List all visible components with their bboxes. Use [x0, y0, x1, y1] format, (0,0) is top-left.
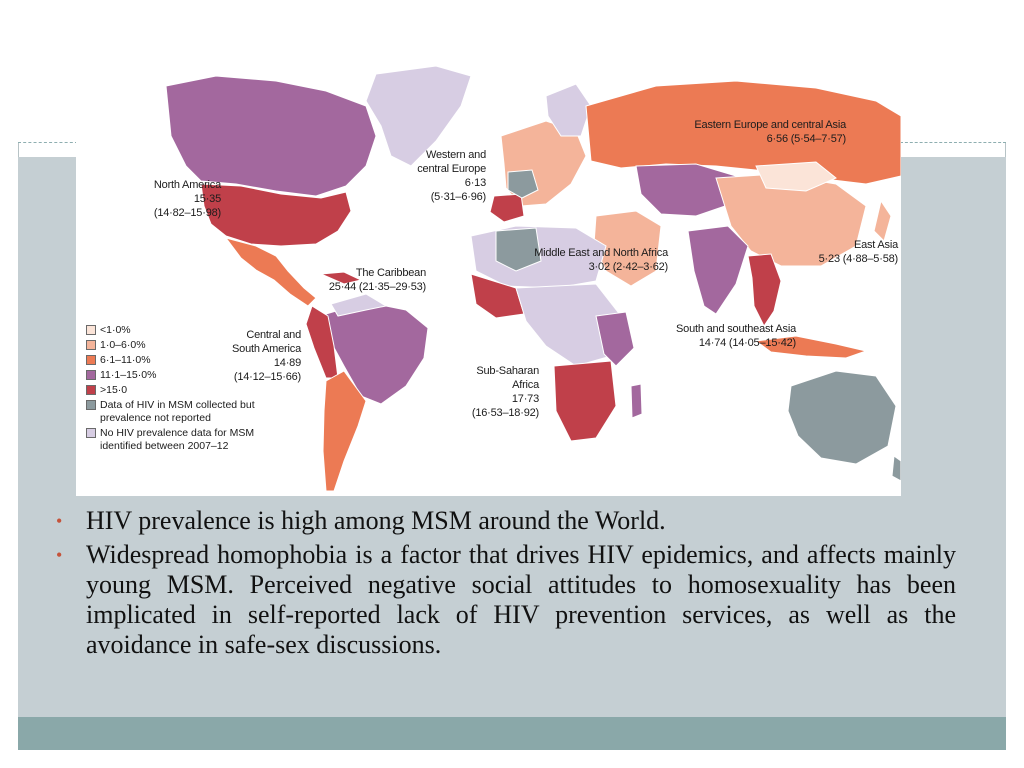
legend-label: Data of HIV in MSM collected but prevale…	[100, 399, 255, 424]
map-central-asia	[635, 163, 737, 217]
label-north-america: North America 15·35 (14·82–15·98)	[96, 178, 221, 220]
region-prevalence: 14·89	[273, 357, 301, 369]
label-central-south-america: Central and South America 14·89 (14·12–1…	[216, 328, 301, 384]
region-prevalence: 17·73	[511, 393, 539, 405]
region-prevalence: 6·13	[464, 177, 486, 189]
label-sub-saharan-africa: Sub-Saharan Africa 17·73 (16·53–18·92)	[454, 364, 539, 420]
legend-swatch	[86, 385, 96, 395]
legend-label: <1·0%	[100, 324, 131, 336]
region-confidence-interval: (5·31–6·96)	[430, 191, 486, 203]
world-map	[165, 66, 901, 492]
legend-swatch	[86, 355, 96, 365]
legend-item: <1·0%	[86, 324, 256, 337]
label-eastern-europe-central-asia: Eastern Europe and central Asia 6·56 (5·…	[636, 118, 846, 146]
region-confidence-interval: (16·53–18·92)	[471, 407, 539, 419]
region-prevalence: 6·56 (5·54–7·57)	[766, 133, 847, 145]
map-scandinavia	[545, 83, 592, 137]
region-prevalence: 14·74 (14·05–15·42)	[698, 337, 796, 349]
header-rule-right	[900, 142, 1006, 143]
map-greenland	[365, 66, 472, 167]
legend-item: Data of HIV in MSM collected but prevale…	[86, 399, 256, 425]
legend-label: 6·1–11·0%	[100, 354, 151, 366]
map-canada	[165, 75, 377, 197]
region-prevalence: 5·23 (4·88–5·58)	[818, 253, 899, 265]
map-southeast-asia	[747, 253, 782, 327]
region-name: East Asia	[853, 239, 898, 251]
label-south-southeast-asia: South and southeast Asia 14·74 (14·05–15…	[656, 322, 796, 350]
slide-footer-band	[18, 717, 1006, 750]
region-name: Central and South America	[232, 329, 301, 355]
map-france	[507, 169, 539, 199]
legend-label: 1·0–6·0%	[100, 339, 146, 351]
region-prevalence: 15·35	[193, 193, 221, 205]
map-central-africa	[515, 283, 622, 367]
legend-swatch	[86, 370, 96, 380]
map-algeria	[495, 227, 542, 272]
map-central-america	[224, 237, 317, 307]
legend-label: >15·0	[100, 384, 128, 396]
label-western-central-europe: Western and central Europe 6·13 (5·31–6·…	[406, 148, 486, 204]
map-northern-south-america	[330, 293, 388, 317]
region-name: Western and central Europe	[417, 149, 486, 175]
header-rule-left	[18, 142, 78, 143]
map-madagascar	[630, 383, 643, 419]
legend-item: 11·1–15·0%	[86, 369, 256, 382]
region-name: Sub-Saharan Africa	[476, 365, 539, 391]
bullet-list: • HIV prevalence is high among MSM aroun…	[56, 506, 956, 664]
map-india	[687, 225, 749, 315]
region-name: South and southeast Asia	[676, 323, 796, 335]
legend-item: 6·1–11·0%	[86, 354, 256, 367]
label-middle-east-north-africa: Middle East and North Africa 3·02 (2·42–…	[488, 246, 668, 274]
legend-item: 1·0–6·0%	[86, 339, 256, 352]
map-japan	[873, 199, 892, 242]
region-prevalence: 3·02 (2·42–3·62)	[588, 261, 669, 273]
map-australia	[787, 370, 897, 465]
bullet-dot-icon: •	[56, 511, 63, 531]
legend-label: No HIV prevalence data for MSM identifie…	[100, 427, 255, 452]
region-name: North America	[153, 179, 221, 191]
map-caribbean	[320, 271, 363, 285]
region-name: The Caribbean	[355, 267, 426, 279]
world-map-figure: North America 15·35 (14·82–15·98) The Ca…	[76, 66, 901, 496]
map-iberia	[489, 193, 525, 223]
legend-swatch	[86, 428, 96, 438]
legend-item: No HIV prevalence data for MSM identifie…	[86, 427, 256, 453]
region-prevalence: 25·44 (21·35–29·53)	[328, 281, 426, 293]
bullet-text: Widespread homophobia is a factor that d…	[86, 540, 956, 659]
map-mongolia	[755, 161, 837, 192]
map-west-africa	[470, 273, 525, 319]
legend-label: 11·1–15·0%	[100, 369, 157, 381]
map-east-africa	[595, 311, 635, 367]
legend-swatch	[86, 325, 96, 335]
bullet-item: • Widespread homophobia is a factor that…	[56, 540, 956, 660]
bullet-item: • HIV prevalence is high among MSM aroun…	[56, 506, 956, 536]
legend-item: >15·0	[86, 384, 256, 397]
map-united-states	[200, 183, 352, 247]
label-east-asia: East Asia 5·23 (4·88–5·58)	[776, 238, 899, 266]
bullet-text: HIV prevalence is high among MSM around …	[86, 506, 666, 535]
map-legend: <1·0% 1·0–6·0% 6·1–11·0% 11·1–15·0% >15·…	[86, 324, 256, 455]
region-name: Middle East and North Africa	[534, 247, 668, 259]
region-confidence-interval: (14·82–15·98)	[153, 207, 221, 219]
map-brazil	[325, 301, 429, 405]
map-southern-africa	[553, 360, 617, 442]
label-caribbean: The Caribbean 25·44 (21·35–29·53)	[266, 266, 426, 294]
map-southern-cone	[322, 370, 367, 492]
legend-swatch	[86, 400, 96, 410]
bullet-dot-icon: •	[56, 545, 63, 565]
map-new-zealand	[891, 455, 901, 482]
region-name: Eastern Europe and central Asia	[694, 119, 846, 131]
region-confidence-interval: (14·12–15·66)	[233, 371, 301, 383]
legend-swatch	[86, 340, 96, 350]
map-indonesia	[754, 335, 868, 359]
